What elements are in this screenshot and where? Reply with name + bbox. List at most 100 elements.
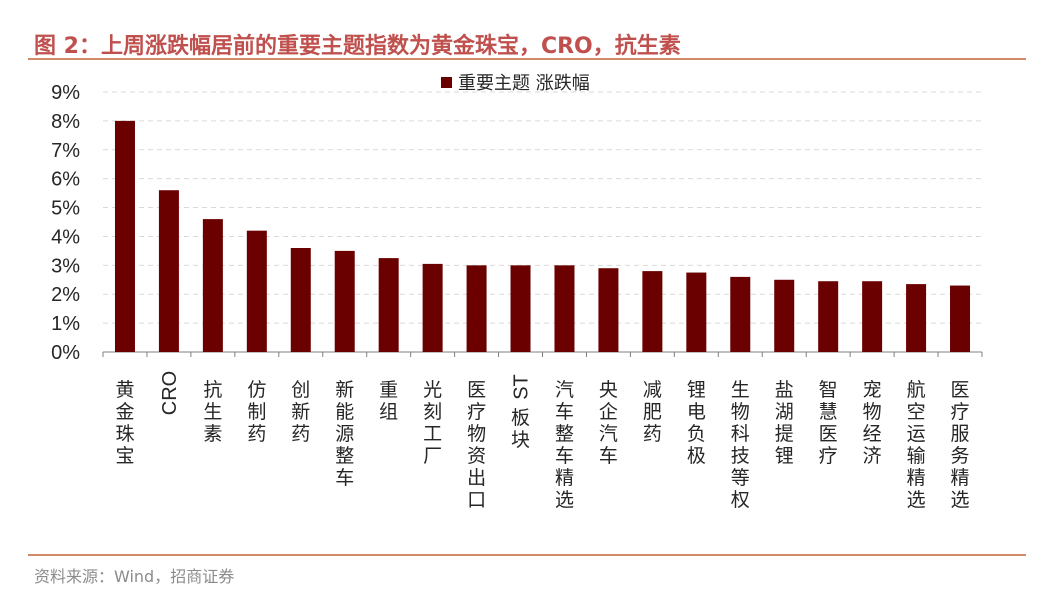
y-tick-label: 0% [51,342,80,364]
x-tick-label-char: 整 [335,445,354,467]
bar [158,190,179,352]
x-tick-label-char: 生 [203,401,222,423]
x-tick-label-char: 口 [467,489,486,511]
x-tick-label-char: 务 [951,445,970,467]
x-tick-label-char: 刻 [423,401,442,423]
bar [950,285,971,352]
x-tick-label-char: 技 [731,445,750,467]
x-tick-label-char: 济 [863,445,882,467]
x-tick-label: 盐湖提锂 [775,379,794,467]
y-tick-label: 7% [51,140,80,162]
bar [906,284,927,352]
bar [378,258,399,352]
x-tick-label: 重组 [379,379,398,423]
x-tick-label-char: 精 [907,467,926,489]
x-tick-label-char: 智 [819,379,838,401]
x-tick-label-char: 车 [599,445,618,467]
bar [290,248,311,352]
x-tick-label-char: 输 [907,445,926,467]
x-tick-label-char: 车 [555,401,574,423]
bar [334,250,355,352]
x-tick-label-char: 医 [951,379,970,401]
x-tick-label-char: 宝 [115,445,134,467]
y-tick-label: 6% [51,169,80,191]
x-tick-label-char: 减 [643,379,662,401]
x-tick-label-char: 仿 [247,379,266,401]
x-tick-label: 光刻工厂 [423,379,442,467]
x-tick-label-char: 空 [907,401,926,423]
x-tick-label-char: 源 [335,423,354,445]
x-tick-label: 汽车整车精选 [555,379,574,511]
title-divider [28,58,1026,60]
x-tick-label: 锂电负极 [687,379,706,467]
x-tick-label-char: 负 [687,423,706,445]
x-tick-label-char: 块 [511,429,530,451]
x-tick-label-char: 汽 [555,379,574,401]
x-tick-label: 医疗服务精选 [951,379,970,511]
x-tick-label-char: 资 [467,445,486,467]
x-tick-label: 医疗物资出口 [467,379,486,511]
x-tick-label-char: 电 [687,401,706,423]
x-tick-label-char: 选 [907,489,926,511]
x-tick-label-char: 珠 [115,423,134,445]
source-note: 资料来源：Wind，招商证券 [34,567,235,586]
x-tick-label-char: 抗 [203,379,222,401]
x-tick-label: 央企汽车 [599,379,618,467]
x-tick-label: 创新药 [291,379,310,445]
bar [202,219,223,352]
bar [686,272,707,352]
x-tick-label-char: 药 [247,423,266,445]
chart-title: 图 2：上周涨跌幅居前的重要主题指数为黄金珠宝，CRO，抗生素 [34,34,681,59]
x-tick-label-char: 整 [555,423,574,445]
x-tick-label-char: 黄 [115,379,134,401]
x-tick-label-char: 创 [291,379,310,401]
legend-label: 重要主题 涨跌幅 [458,73,590,94]
y-tick-label: 8% [51,111,80,133]
legend-swatch [441,77,452,88]
x-tick-label-char: 疗 [951,401,970,423]
x-tick-label: 生物科技等权 [731,379,750,511]
x-tick-label-char: 精 [951,467,970,489]
x-tick-label-char: 制 [247,401,266,423]
y-tick-label: 5% [51,198,80,220]
x-tick-label: 仿制药 [247,379,266,445]
x-tick-label-char: 运 [907,423,926,445]
x-tick-label-char: 锂 [775,445,794,467]
x-tick-label-char: 经 [863,423,882,445]
x-tick-label: 抗生素 [203,379,222,445]
x-tick-label-char: 等 [731,467,750,489]
x-tick-label-char: 能 [335,401,354,423]
y-tick-label: 9% [51,82,80,104]
x-tick-label-char: 选 [555,489,574,511]
x-tick-label: 智慧医疗 [819,379,838,467]
x-tick-label-char: 生 [731,379,750,401]
x-tick-label-char: 航 [907,379,926,401]
x-tick-label-char: 车 [555,445,574,467]
footer-divider [28,554,1026,556]
bar [510,265,531,352]
bar [466,265,487,352]
x-tick-label-char: 药 [291,423,310,445]
x-tick-label-char: 慧 [819,401,838,423]
x-tick-label-char: 医 [819,423,838,445]
x-tick-label-char: 物 [467,423,486,445]
x-tick-label-char: 肥 [643,401,662,423]
y-tick-label: 4% [51,226,80,248]
x-tick-label-char: 疗 [467,401,486,423]
x-tick-label: 航空运输精选 [907,379,926,511]
x-tick-label-char: 央 [599,379,618,401]
bar [818,281,839,352]
x-tick-label-char: 厂 [423,445,442,467]
x-tick-label-char: 服 [951,423,970,445]
x-tick-label-char: 提 [775,423,794,445]
x-tick-label-char: 宠 [863,379,882,401]
x-tick-label-char: 科 [731,423,750,445]
x-tick-label: 新能源整车 [335,379,354,489]
x-tick-label-char: 药 [643,423,662,445]
x-tick-label-char: 新 [291,401,310,423]
x-tick-label-char: 出 [467,467,486,489]
x-tick-label-char: 板 [511,407,530,429]
x-tick-label-char: 车 [335,467,354,489]
x-tick-label-char: 重 [379,379,398,401]
